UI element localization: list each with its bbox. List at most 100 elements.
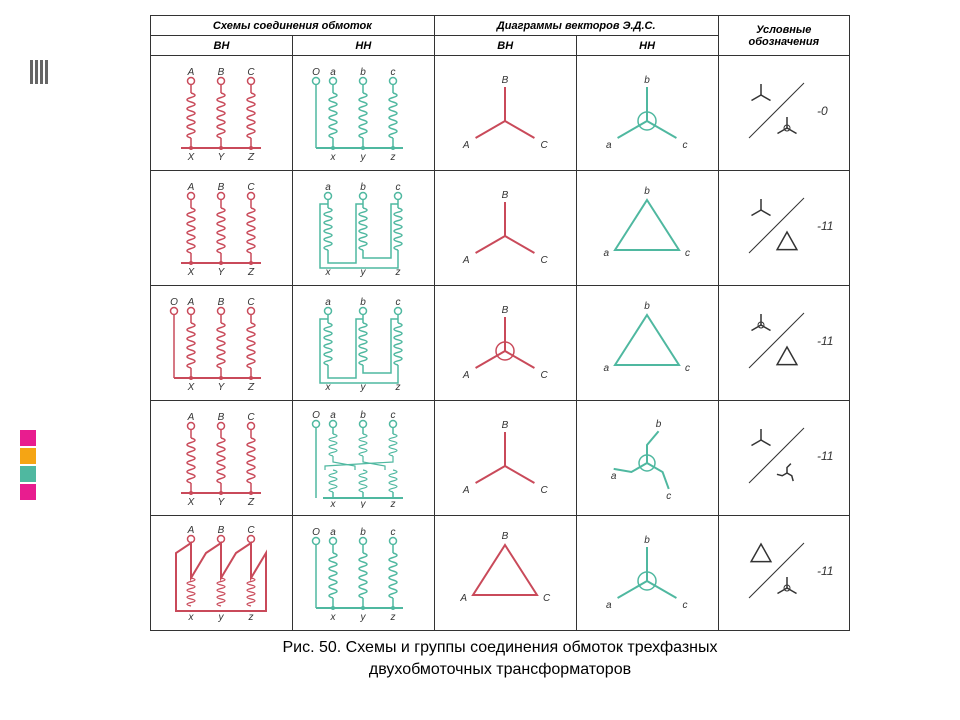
svg-text:C: C [541, 140, 549, 151]
svg-text:c: c [666, 491, 671, 502]
svg-text:b: b [644, 535, 650, 546]
svg-text:C: C [248, 525, 256, 536]
lv-vector-cell: b c a [576, 401, 718, 516]
hdr-vec-hv: ВН [434, 36, 576, 56]
symbol-cell: -11 [718, 401, 849, 516]
svg-text:B: B [502, 305, 509, 316]
caption-line-2: двухобмоточных трансформаторов [369, 661, 631, 678]
svg-text:-11: -11 [817, 219, 833, 233]
svg-text:Y: Y [218, 152, 226, 163]
svg-text:B: B [502, 420, 509, 431]
svg-text:x: x [330, 499, 337, 508]
svg-text:-0: -0 [817, 104, 828, 118]
svg-text:A: A [187, 182, 195, 193]
svg-text:a: a [606, 600, 612, 611]
lv-scheme-cell: axbyczO [292, 56, 434, 171]
svg-text:A: A [462, 485, 470, 496]
svg-text:a: a [604, 363, 610, 374]
svg-text:B: B [218, 297, 225, 308]
svg-text:c: c [391, 410, 396, 421]
svg-text:b: b [361, 182, 367, 193]
svg-text:B: B [218, 67, 225, 78]
svg-text:c: c [391, 527, 396, 538]
lv-scheme-cell: axbyczO [292, 516, 434, 631]
figure-caption: Рис. 50. Схемы и группы соединения обмот… [150, 637, 850, 682]
svg-text:C: C [541, 485, 549, 496]
svg-text:Y: Y [218, 382, 226, 393]
svg-text:a: a [331, 410, 337, 421]
lv-vector-cell: bca [576, 56, 718, 171]
svg-text:O: O [312, 527, 320, 538]
svg-text:X: X [187, 267, 195, 278]
hdr-vectors: Диаграммы векторов Э.Д.С. [434, 16, 718, 36]
svg-text:A: A [187, 67, 195, 78]
svg-text:z: z [390, 152, 396, 163]
svg-text:A: A [460, 593, 468, 604]
svg-text:b: b [644, 186, 650, 197]
svg-text:A: A [187, 412, 195, 423]
svg-text:B: B [218, 412, 225, 423]
svg-text:c: c [396, 182, 401, 193]
hv-scheme-cell: AXBYCZ [151, 56, 293, 171]
hdr-scheme-lv: НН [292, 36, 434, 56]
svg-text:a: a [331, 67, 337, 78]
svg-text:c: c [683, 600, 688, 611]
svg-text:C: C [541, 370, 549, 381]
svg-text:A: A [462, 255, 470, 266]
lv-vector-cell: b c a [576, 516, 718, 631]
svg-text:y: y [218, 612, 225, 623]
figure-table: Схемы соединения обмоток Диаграммы векто… [150, 15, 850, 682]
svg-text:A: A [462, 370, 470, 381]
svg-text:O: O [171, 297, 179, 308]
hv-vector-cell: BCA [434, 171, 576, 286]
svg-text:Z: Z [247, 267, 255, 278]
svg-text:b: b [361, 527, 367, 538]
lv-scheme-cell: axbyczO [292, 401, 434, 516]
caption-line-1: Рис. 50. Схемы и группы соединения обмот… [282, 639, 717, 656]
symbol-cell: -11 [718, 286, 849, 401]
svg-text:b: b [361, 297, 367, 308]
svg-text:C: C [248, 297, 256, 308]
hdr-scheme-hv: ВН [151, 36, 293, 56]
svg-text:O: O [312, 67, 320, 78]
svg-text:a: a [604, 248, 610, 259]
svg-text:a: a [606, 140, 612, 151]
svg-text:x: x [330, 612, 337, 623]
svg-text:A: A [462, 140, 470, 151]
svg-text:a: a [611, 471, 617, 482]
hv-vector-cell: BCA [434, 56, 576, 171]
svg-text:c: c [685, 248, 690, 259]
hdr-symbols: Условные обозначения [718, 16, 849, 56]
symbol-cell: -0 [718, 56, 849, 171]
hdr-vec-lv: НН [576, 36, 718, 56]
hv-scheme-cell: A X B Y C Z O [151, 286, 293, 401]
svg-text:Z: Z [247, 497, 255, 508]
svg-text:b: b [656, 419, 662, 430]
hdr-schemes: Схемы соединения обмоток [151, 16, 435, 36]
svg-text:b: b [644, 301, 650, 312]
svg-text:B: B [218, 525, 225, 536]
svg-text:B: B [502, 190, 509, 201]
svg-text:a: a [326, 182, 332, 193]
svg-text:b: b [361, 410, 367, 421]
svg-text:Z: Z [247, 382, 255, 393]
svg-text:b: b [644, 75, 650, 86]
svg-text:A: A [187, 525, 195, 536]
hv-scheme-cell: AxByCz [151, 516, 293, 631]
svg-text:B: B [218, 182, 225, 193]
svg-text:Y: Y [218, 497, 226, 508]
svg-text:x: x [188, 612, 195, 623]
svg-text:-11: -11 [817, 334, 833, 348]
svg-text:X: X [187, 382, 195, 393]
svg-text:C: C [543, 593, 551, 604]
svg-text:-11: -11 [817, 449, 833, 463]
svg-text:b: b [361, 67, 367, 78]
svg-text:A: A [187, 297, 195, 308]
svg-text:z: z [390, 499, 396, 508]
hv-vector-cell: B C A [434, 401, 576, 516]
svg-text:a: a [331, 527, 337, 538]
hv-scheme-cell: AXBYCZ [151, 171, 293, 286]
lv-scheme-cell: axbycz [292, 171, 434, 286]
svg-text:B: B [502, 531, 509, 542]
svg-text:C: C [248, 412, 256, 423]
